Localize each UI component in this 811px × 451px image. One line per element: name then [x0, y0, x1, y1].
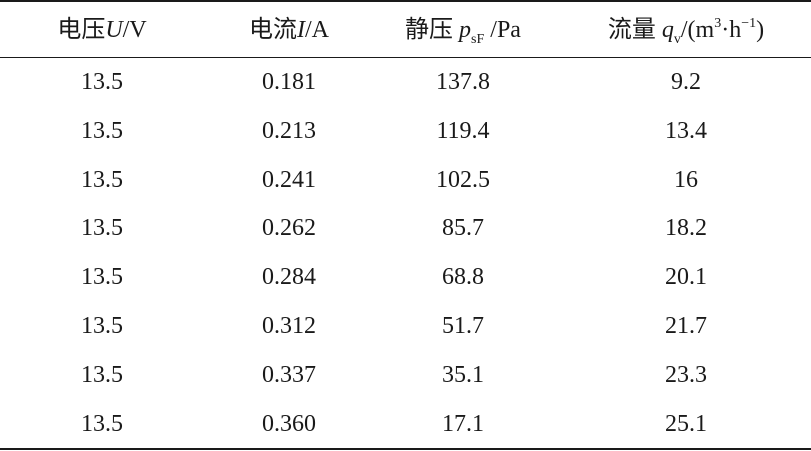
header-flow-unit-close: ): [756, 17, 765, 43]
cell-current: 0.213: [262, 117, 316, 144]
header-voltage: 电压U/V: [57, 0, 146, 57]
cell-voltage: 13.5: [81, 69, 123, 95]
header-static-pressure-label: 静压: [405, 17, 454, 43]
cell-current: 0.360: [262, 410, 316, 437]
cell-flow: 16: [674, 166, 698, 193]
header-current-label: 电流: [249, 17, 297, 43]
header-flow: 流量 qv/(m3·h−1): [608, 0, 764, 57]
cell-static-pressure: 137.8: [436, 69, 490, 95]
cell-flow: 21.7: [665, 312, 707, 339]
table-row: 13.5 0.213 119.4 13.4: [0, 107, 811, 156]
header-current-unit: /A: [305, 17, 329, 43]
table-top-rule: [0, 0, 811, 2]
table-body: 13.5 0.181 137.8 9.2 13.5 0.213 119.4 13…: [0, 58, 811, 448]
cell-static-pressure: 85.7: [442, 215, 484, 242]
table-row: 13.5 0.262 85.7 18.2: [0, 204, 811, 253]
header-static-pressure: 静压 psF /Pa: [405, 0, 521, 57]
table-header-rule: [0, 57, 811, 58]
table-row: 13.5 0.312 51.7 21.7: [0, 302, 811, 351]
header-flow-symbol: q: [661, 17, 674, 43]
cell-flow: 25.1: [665, 410, 707, 437]
table-row: 13.5 0.181 137.8 9.2: [0, 58, 811, 107]
cell-current: 0.284: [262, 264, 316, 291]
cell-voltage: 13.5: [81, 117, 123, 144]
header-flow-subscript: v: [673, 32, 681, 47]
table-row: 13.5 0.284 68.8 20.1: [0, 253, 811, 302]
cell-flow: 23.3: [665, 361, 707, 388]
header-static-pressure-unit: /Pa: [484, 17, 521, 43]
header-current: 电流I/A: [249, 0, 329, 57]
cell-static-pressure: 17.1: [442, 410, 484, 437]
header-current-symbol: I: [297, 17, 305, 43]
header-voltage-label: 电压: [57, 17, 106, 43]
table-header-row: 电压U/V 电流I/A 静压 psF /Pa 流量 qv/(m3·h−1): [0, 0, 811, 57]
cell-flow: 9.2: [671, 69, 701, 95]
header-voltage-unit: /V: [122, 17, 147, 43]
cell-static-pressure: 68.8: [442, 264, 484, 291]
cell-current: 0.241: [262, 166, 316, 193]
header-static-pressure-symbol: p: [459, 17, 472, 43]
cell-voltage: 13.5: [81, 312, 123, 339]
cell-voltage: 13.5: [81, 410, 123, 437]
header-flow-unit-sup1: 3: [714, 16, 722, 31]
table-bottom-rule: [0, 448, 811, 450]
header-flow-unit-mid: ·h: [721, 17, 742, 43]
cell-current: 0.262: [262, 215, 316, 242]
header-static-pressure-subscript: sF: [471, 32, 485, 47]
table-row: 13.5 0.337 35.1 23.3: [0, 351, 811, 400]
cell-current: 0.337: [262, 361, 316, 388]
cell-static-pressure: 119.4: [436, 117, 490, 144]
cell-static-pressure: 51.7: [442, 312, 484, 339]
cell-static-pressure: 102.5: [436, 166, 490, 193]
cell-voltage: 13.5: [81, 361, 123, 388]
cell-static-pressure: 35.1: [442, 361, 484, 388]
header-flow-unit-sup2: −1: [741, 16, 757, 31]
table-row: 13.5 0.241 102.5 16: [0, 156, 811, 205]
cell-voltage: 13.5: [81, 166, 123, 193]
cell-flow: 18.2: [665, 215, 707, 242]
cell-flow: 13.4: [665, 117, 707, 144]
cell-flow: 20.1: [665, 264, 707, 291]
header-voltage-symbol: U: [105, 17, 123, 43]
header-flow-label: 流量: [607, 17, 656, 43]
cell-voltage: 13.5: [81, 264, 123, 291]
table-row: 13.5 0.360 17.1 25.1: [0, 400, 811, 449]
header-flow-unit-open: /(m: [680, 17, 715, 43]
cell-voltage: 13.5: [81, 215, 123, 242]
cell-current: 0.312: [262, 312, 316, 339]
cell-current: 0.181: [262, 69, 316, 95]
